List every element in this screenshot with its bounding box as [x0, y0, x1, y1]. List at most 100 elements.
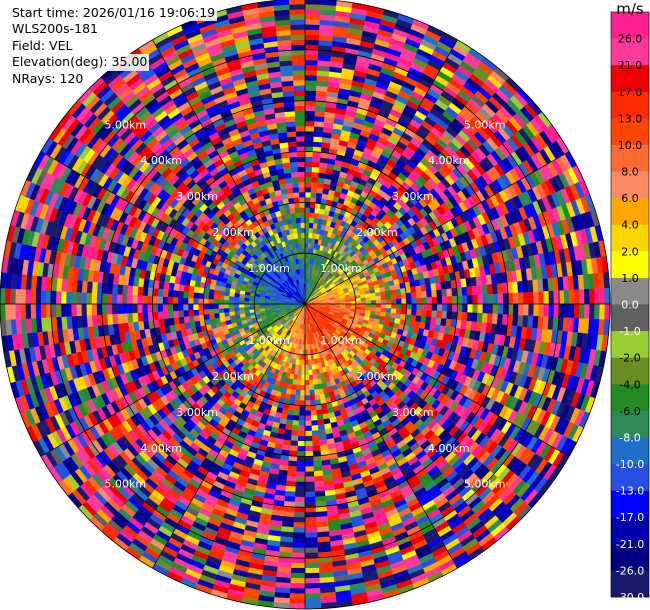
velocity-gate: [375, 295, 382, 301]
velocity-gate: [289, 445, 298, 452]
velocity-gate: [512, 303, 519, 316]
velocity-gate: [313, 136, 323, 143]
velocity-gate: [304, 456, 314, 462]
velocity-gate: [436, 310, 443, 319]
velocity-gate: [300, 385, 306, 391]
velocity-gate: [286, 470, 297, 477]
velocity-gate: [491, 313, 499, 325]
velocity-gate: [461, 286, 468, 296]
velocity-gate: [285, 485, 296, 492]
velocity-gate: [310, 187, 318, 193]
velocity-gate: [462, 303, 468, 313]
velocity-gate: [304, 420, 312, 427]
velocity-gate: [294, 399, 301, 406]
velocity-gate: [288, 603, 306, 610]
velocity-gate: [317, 182, 325, 189]
velocity-gate: [304, 176, 312, 183]
velocity-gate: [446, 288, 453, 297]
velocity-gate: [312, 445, 321, 452]
velocity-gate: [290, 577, 306, 584]
velocity-gate: [289, 583, 306, 589]
velocity-gate: [310, 197, 317, 204]
velocity-gate: [538, 303, 545, 317]
velocity-gate: [300, 390, 306, 396]
velocity-gate: [415, 285, 422, 293]
velocity-gate: [548, 303, 555, 318]
velocity-gate: [594, 288, 600, 305]
velocity-gate: [308, 369, 313, 376]
velocity-gate: [289, 588, 306, 594]
velocity-gate: [292, 542, 306, 549]
velocity-gate: [312, 156, 321, 163]
velocity-gate: [304, 476, 315, 483]
velocity-gate: [441, 288, 448, 297]
velocity-gate: [497, 303, 504, 315]
velocity-gate: [304, 577, 320, 584]
velocity-gate: [415, 315, 422, 323]
velocity-gate: [496, 283, 504, 295]
velocity-gate: [304, 70, 318, 76]
velocity-gate: [578, 289, 585, 305]
velocity-gate: [292, 527, 306, 533]
velocity-gate: [304, 511, 317, 518]
velocity-gate: [309, 384, 315, 391]
velocity-gate: [295, 471, 306, 477]
velocity-gate: [304, 379, 310, 386]
velocity-gate: [410, 315, 417, 322]
velocity-gate: [314, 490, 326, 498]
velocity-gate: [311, 166, 320, 173]
velocity-gate: [405, 309, 412, 316]
velocity-gate: [312, 440, 321, 447]
velocity-gate: [314, 110, 326, 118]
velocity-gate: [486, 313, 493, 324]
velocity-gate: [313, 126, 324, 133]
velocity-gate: [410, 286, 417, 293]
velocity-gate: [304, 522, 317, 528]
velocity-gate: [293, 404, 300, 411]
velocity-gate: [481, 284, 488, 295]
velocity-gate: [304, 181, 312, 188]
velocity-gate: [492, 303, 499, 315]
velocity-gate: [311, 435, 320, 442]
velocity-gate: [421, 309, 427, 317]
velocity-gate: [296, 456, 306, 462]
velocity-gate: [355, 300, 362, 305]
velocity-gate: [507, 303, 514, 316]
velocity-gate: [477, 303, 484, 314]
velocity-gate: [304, 14, 321, 20]
velocity-gate: [589, 288, 595, 305]
velocity-gate: [292, 420, 300, 426]
velocity-gate: [604, 287, 611, 305]
velocity-gate: [312, 374, 318, 380]
velocity-gate: [293, 410, 300, 416]
velocity-gate: [492, 293, 499, 305]
velocity-gate: [573, 303, 580, 319]
velocity-gate: [316, 414, 324, 421]
velocity-gate: [304, 54, 319, 61]
velocity-gate: [289, 394, 296, 401]
velocity-gate: [308, 374, 314, 381]
velocity-gate: [300, 379, 306, 386]
velocity-gate: [308, 364, 313, 371]
velocity-gate: [304, 552, 319, 559]
velocity-gate: [345, 299, 351, 303]
velocity-gate: [313, 131, 324, 138]
velocity-gate: [304, 136, 314, 142]
velocity-gate: [370, 300, 377, 305]
velocity-gate: [304, 506, 317, 513]
velocity-gate: [313, 470, 324, 477]
velocity-gate: [487, 294, 494, 305]
velocity-gate: [594, 303, 600, 320]
velocity-gate: [287, 409, 294, 416]
velocity-gate: [477, 294, 484, 305]
velocity-gate: [304, 247, 309, 254]
velocity-gate: [375, 303, 382, 309]
velocity-gates: [0, 0, 611, 610]
velocity-gate: [446, 303, 453, 312]
velocity-gate: [309, 212, 315, 219]
velocity-gate: [304, 227, 310, 234]
velocity-gate: [365, 293, 371, 298]
velocity-gate: [304, 517, 317, 523]
velocity-gate: [523, 292, 529, 305]
